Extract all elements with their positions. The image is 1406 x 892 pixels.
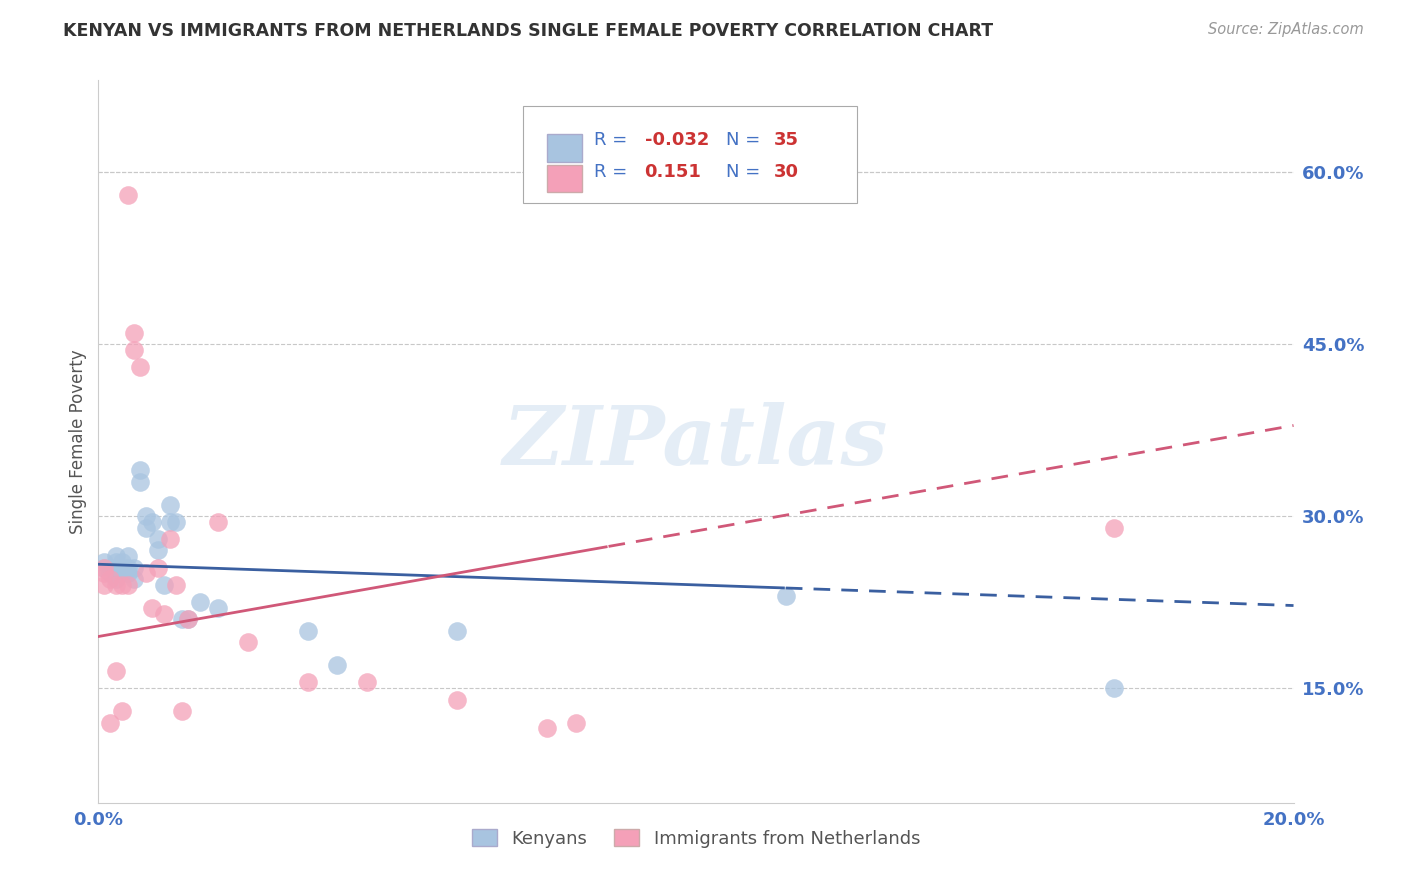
Point xyxy=(148,532,170,546)
Point xyxy=(124,560,146,574)
Point xyxy=(141,600,163,615)
Point xyxy=(165,578,187,592)
Text: N =: N = xyxy=(725,131,766,149)
Point xyxy=(124,572,146,586)
Point xyxy=(111,704,134,718)
Text: R =: R = xyxy=(595,163,640,181)
Point xyxy=(188,595,211,609)
Point xyxy=(446,624,468,638)
Point xyxy=(297,624,319,638)
Point xyxy=(98,715,122,730)
Text: 35: 35 xyxy=(773,131,799,149)
Text: 0.151: 0.151 xyxy=(644,163,702,181)
Point xyxy=(105,555,128,569)
Point xyxy=(105,664,128,678)
Point xyxy=(135,509,157,524)
Point xyxy=(93,560,115,574)
Point xyxy=(117,549,139,564)
Point xyxy=(172,612,194,626)
Point xyxy=(117,560,139,574)
Text: ZIPatlas: ZIPatlas xyxy=(503,401,889,482)
Point xyxy=(117,566,139,581)
Point xyxy=(124,326,146,340)
Point xyxy=(153,578,176,592)
Point xyxy=(153,607,176,621)
Point xyxy=(172,704,194,718)
Point xyxy=(117,188,139,202)
Point xyxy=(326,658,349,673)
Point xyxy=(159,515,181,529)
Point xyxy=(105,578,128,592)
Text: Source: ZipAtlas.com: Source: ZipAtlas.com xyxy=(1208,22,1364,37)
Point xyxy=(1104,681,1126,695)
Point xyxy=(1104,520,1126,534)
Point xyxy=(236,635,259,649)
Point xyxy=(565,715,588,730)
Point xyxy=(111,555,134,569)
Point xyxy=(159,498,181,512)
Point xyxy=(98,560,122,574)
Point xyxy=(93,560,115,574)
Point xyxy=(105,572,128,586)
Point xyxy=(124,343,146,357)
Point xyxy=(129,463,152,477)
Point xyxy=(141,515,163,529)
Point xyxy=(93,566,115,581)
Text: -0.032: -0.032 xyxy=(644,131,709,149)
Point xyxy=(356,675,378,690)
Legend: Kenyans, Immigrants from Netherlands: Kenyans, Immigrants from Netherlands xyxy=(464,822,928,855)
Point xyxy=(536,721,558,735)
Point xyxy=(129,359,152,374)
FancyBboxPatch shape xyxy=(547,135,582,162)
Point xyxy=(207,600,229,615)
Point xyxy=(775,590,797,604)
Point xyxy=(297,675,319,690)
Point xyxy=(129,475,152,489)
Point xyxy=(165,515,187,529)
Text: 30: 30 xyxy=(773,163,799,181)
Point xyxy=(148,543,170,558)
Point xyxy=(177,612,200,626)
Point xyxy=(93,578,115,592)
Point xyxy=(148,560,170,574)
FancyBboxPatch shape xyxy=(523,105,858,203)
Point xyxy=(207,515,229,529)
Text: N =: N = xyxy=(725,163,766,181)
Text: KENYAN VS IMMIGRANTS FROM NETHERLANDS SINGLE FEMALE POVERTY CORRELATION CHART: KENYAN VS IMMIGRANTS FROM NETHERLANDS SI… xyxy=(63,22,994,40)
Point xyxy=(98,566,122,581)
Point xyxy=(446,692,468,706)
Point xyxy=(117,578,139,592)
Text: R =: R = xyxy=(595,131,633,149)
Point xyxy=(135,566,157,581)
Point xyxy=(159,532,181,546)
Y-axis label: Single Female Poverty: Single Female Poverty xyxy=(69,350,87,533)
Point xyxy=(135,520,157,534)
Point xyxy=(111,578,134,592)
FancyBboxPatch shape xyxy=(547,165,582,193)
Point xyxy=(93,555,115,569)
Point xyxy=(111,566,134,581)
Point xyxy=(111,560,134,574)
Point xyxy=(177,612,200,626)
Point xyxy=(105,549,128,564)
Point xyxy=(98,572,122,586)
